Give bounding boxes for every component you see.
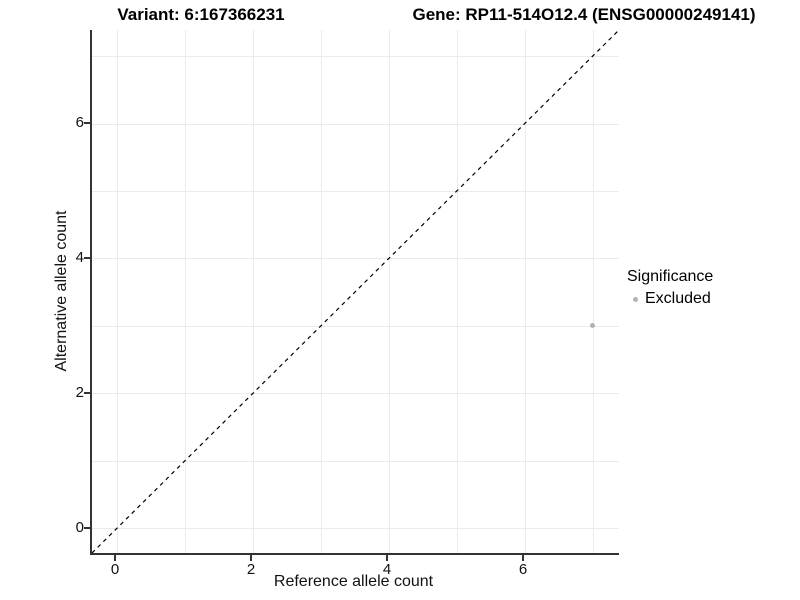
plot-panel [90, 30, 619, 555]
gridline-x0 [117, 30, 118, 553]
legend-item-excluded[interactable]: Excluded [627, 290, 713, 308]
plot-title-gene: Gene: RP11-514O12.4 (ENSG00000249141) [412, 5, 756, 24]
gridline-y2 [92, 393, 619, 394]
y-tick-label-4: 4 [75, 249, 84, 266]
gridline-x6 [525, 30, 526, 553]
x-tick-4 [386, 555, 388, 561]
y-tick-label-0: 0 [75, 519, 84, 536]
x-tick-label-2: 2 [246, 561, 256, 578]
x-tick-0 [114, 555, 116, 561]
x-tick-label-4: 4 [382, 561, 392, 578]
legend-title: Significance [627, 268, 714, 285]
gridline-y6 [92, 124, 619, 125]
gridline-x3 [321, 30, 322, 553]
y-tick-label-2: 2 [75, 384, 84, 401]
gridline-x1 [185, 30, 186, 553]
plot-title-variant: Variant: 6:167366231 [117, 5, 285, 24]
gridline-y1 [92, 461, 619, 462]
gridline-x2 [253, 30, 254, 553]
gridline-y4 [92, 258, 619, 259]
gridline-y7 [92, 56, 619, 57]
x-tick-2 [250, 555, 252, 561]
y-tick-2 [84, 392, 90, 394]
data-point-excluded[interactable] [590, 323, 595, 328]
gridline-x5 [457, 30, 458, 553]
gridline-y5 [92, 191, 619, 192]
gridline-x7 [593, 30, 594, 553]
gridline-y3 [92, 326, 619, 327]
identity-line [92, 30, 619, 553]
x-axis-title: Reference allele count [273, 573, 434, 590]
legend-item-label: Excluded [645, 290, 711, 307]
y-tick-4 [84, 257, 90, 259]
x-tick-6 [522, 555, 524, 561]
legend: Significance Excluded [627, 268, 713, 308]
x-tick-label-0: 0 [110, 561, 120, 578]
y-axis-title: Alternative allele count [53, 210, 70, 372]
x-tick-label-6: 6 [518, 561, 528, 578]
gridline-x4 [389, 30, 390, 553]
y-tick-0 [84, 527, 90, 529]
y-tick-label-6: 6 [75, 114, 84, 131]
legend-dot-icon [633, 296, 638, 302]
y-tick-6 [84, 122, 90, 124]
gridline-y0 [92, 528, 619, 529]
